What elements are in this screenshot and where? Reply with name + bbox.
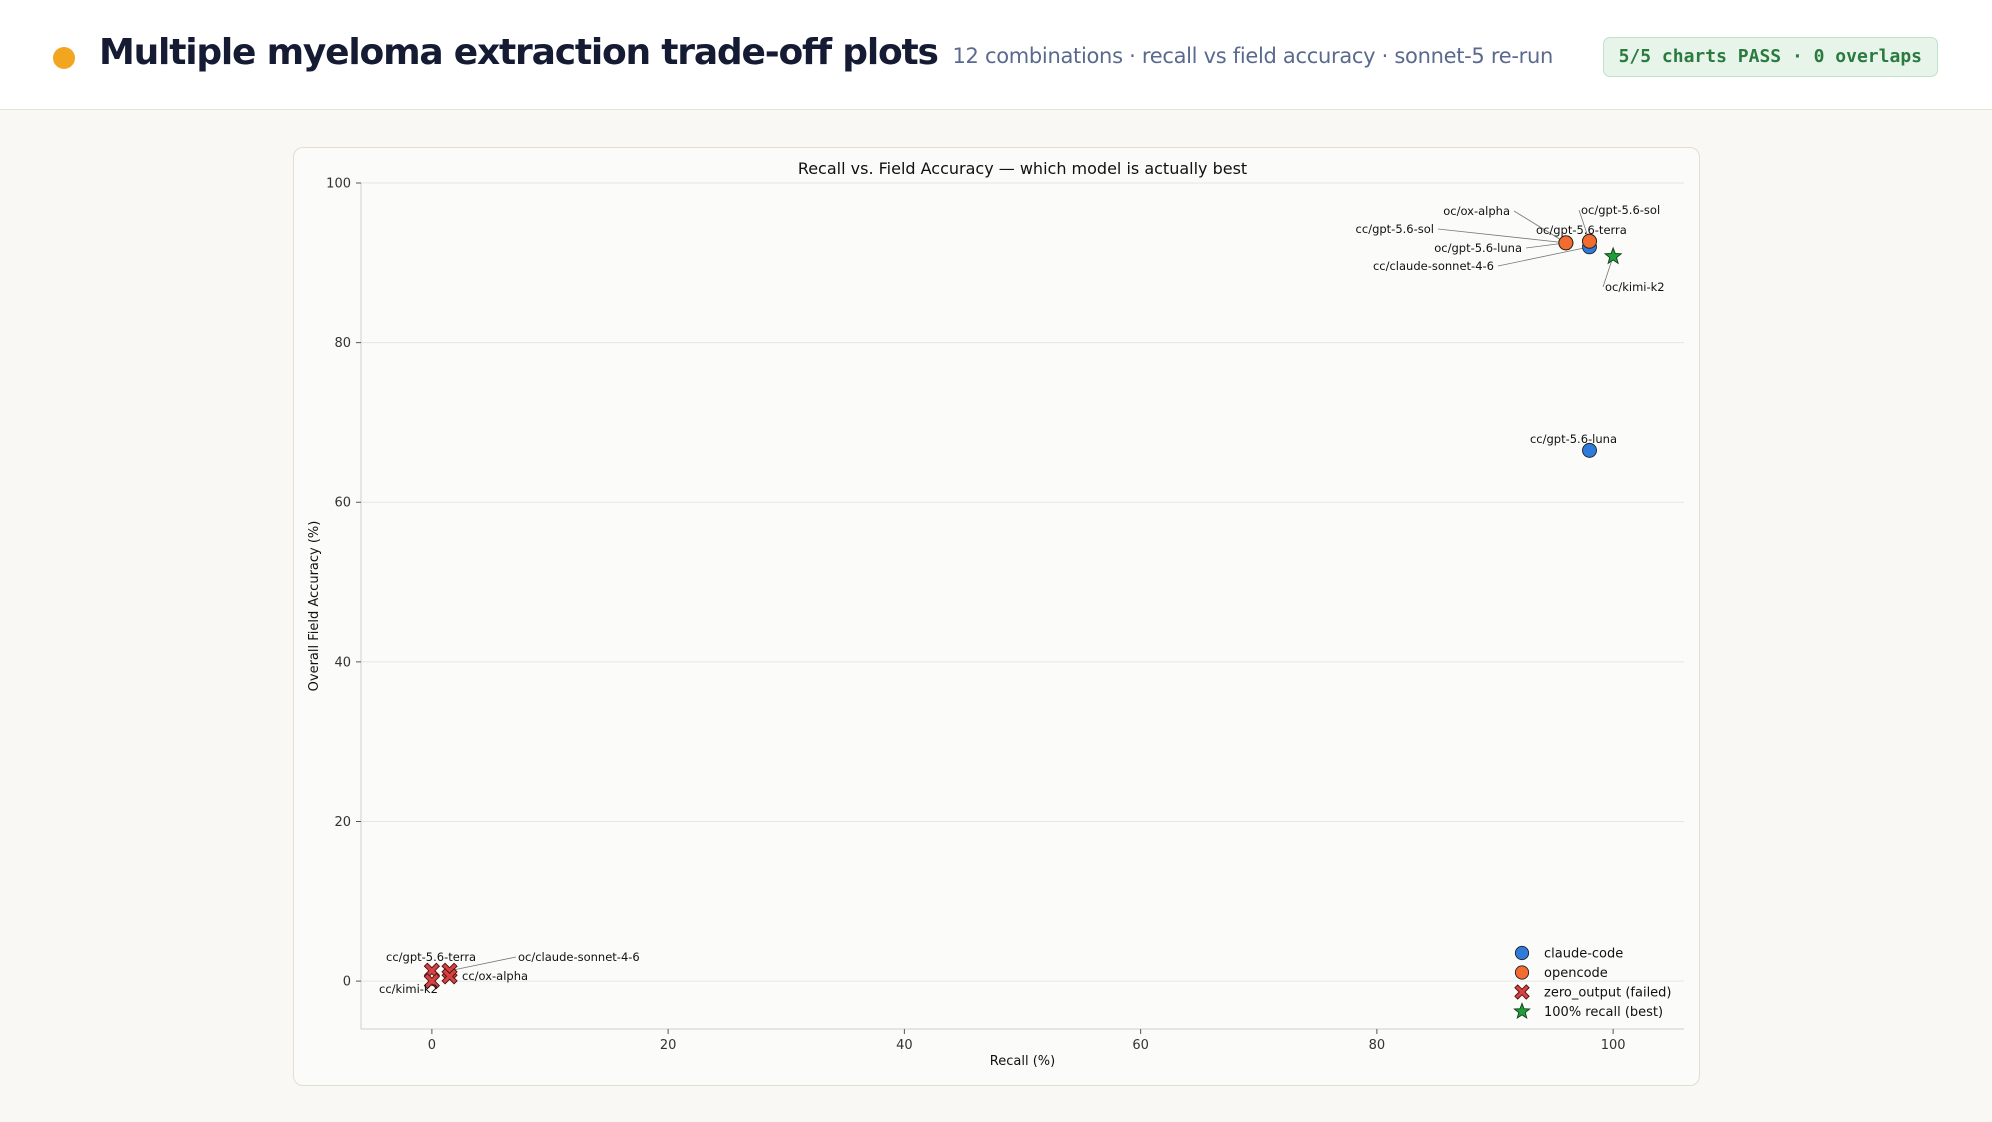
scatter-chart: 0 20 40 60 80 100 0 20 40 60 80 100 Recall vs. Field… — [307, 159, 1684, 1069]
data-point — [441, 968, 458, 985]
point-label: oc/claude-sonnet-4-6 — [518, 950, 640, 964]
x-tick-label: 20 — [660, 1038, 677, 1053]
point-label: oc/gpt-5.6-terra — [1536, 223, 1627, 237]
legend-marker — [1514, 984, 1530, 1000]
leader-line — [1497, 246, 1590, 267]
data-point — [1558, 235, 1574, 251]
point-label: oc/gpt-5.6-sol — [1581, 203, 1660, 217]
y-tick-label: 60 — [334, 496, 351, 511]
point-label: cc/claude-sonnet-4-6 — [1373, 259, 1494, 273]
legend-marker — [1514, 945, 1530, 961]
page-header: Multiple myeloma extraction trade-off pl… — [0, 0, 1992, 110]
point-label: oc/gpt-5.6-luna — [1434, 241, 1522, 255]
y-tick-label: 100 — [326, 177, 351, 192]
x-axis-label: Recall (%) — [990, 1054, 1055, 1069]
point-label: cc/kimi-k2 — [379, 982, 438, 996]
status-badge: 5/5 charts PASS · 0 overlaps — [1602, 37, 1938, 77]
point-label: oc/kimi-k2 — [1605, 280, 1665, 294]
page-subtitle: 12 combinations · recall vs field accura… — [952, 44, 1553, 68]
legend-marker — [1514, 965, 1530, 980]
x-tick-label: 80 — [1369, 1038, 1386, 1053]
legend-marker — [1513, 1002, 1531, 1020]
y-tick-label: 20 — [334, 815, 351, 830]
point-label: cc/gpt-5.6-terra — [386, 950, 476, 964]
legend-label: claude-code — [1544, 947, 1623, 962]
data-point — [1582, 442, 1597, 458]
x-tick-label: 0 — [428, 1038, 436, 1053]
point-label: oc/ox-alpha — [1443, 204, 1510, 218]
x-tick-label: 40 — [896, 1038, 913, 1053]
leader-line — [1437, 228, 1566, 244]
chart-card: 0 20 40 60 80 100 0 20 40 60 80 100 Recall vs. Field… — [293, 147, 1700, 1086]
y-tick-label: 40 — [334, 655, 351, 670]
data-point — [1582, 233, 1597, 249]
x-tick-label: 60 — [1132, 1038, 1149, 1053]
data-point — [1603, 246, 1623, 265]
chart-title: Recall vs. Field Accuracy — which model … — [798, 159, 1247, 178]
status-dot — [53, 47, 75, 69]
page-title: Multiple myeloma extraction trade-off pl… — [99, 32, 939, 73]
point-label: cc/gpt-5.6-sol — [1356, 222, 1434, 236]
data-point — [423, 972, 441, 990]
y-tick-label: 80 — [334, 336, 351, 351]
leader-line — [1513, 210, 1567, 244]
point-label: cc/gpt-5.6-luna — [1530, 432, 1617, 446]
x-tick-label: 100 — [1601, 1038, 1626, 1053]
legend-label: 100% recall (best) — [1544, 1005, 1663, 1020]
y-axis-label: Overall Field Accuracy (%) — [307, 521, 322, 692]
legend-label: zero_output (failed) — [1544, 986, 1672, 1001]
legend-label: opencode — [1544, 966, 1608, 981]
leader-line — [449, 956, 517, 972]
point-label: cc/ox-alpha — [462, 969, 528, 983]
y-tick-label: 0 — [343, 975, 351, 990]
